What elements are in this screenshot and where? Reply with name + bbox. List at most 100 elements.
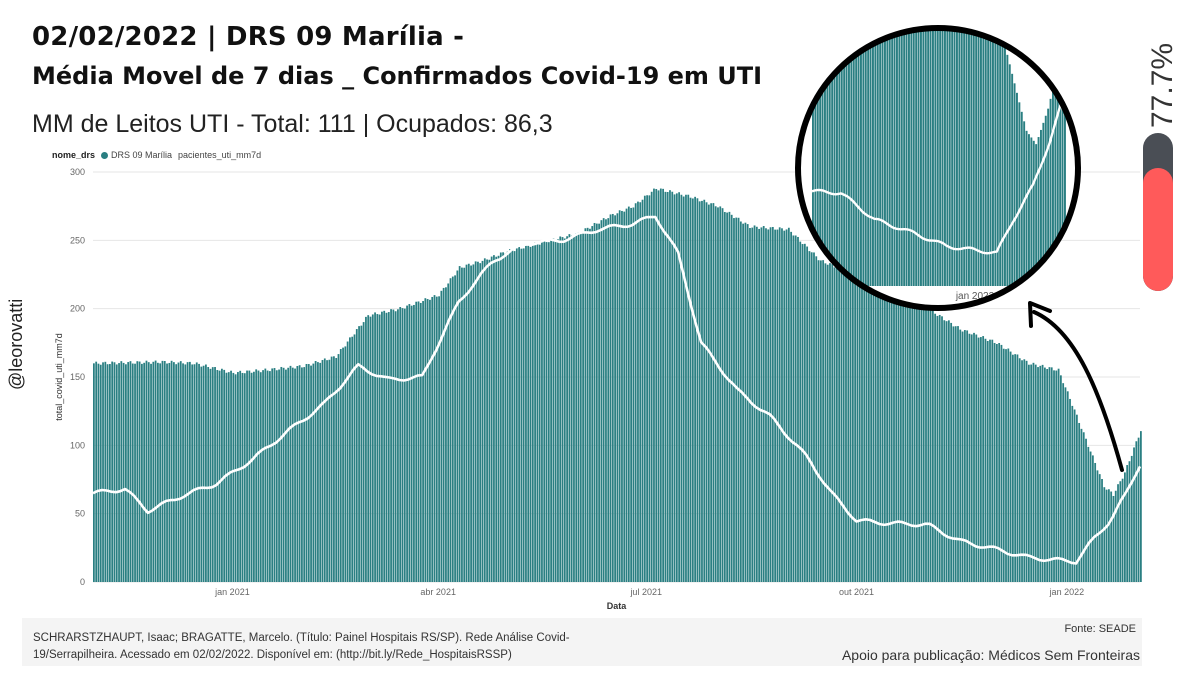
bar (710, 203, 713, 582)
bar (984, 338, 987, 582)
bar (435, 296, 438, 582)
inset-bar (1052, 89, 1054, 286)
bar (161, 360, 164, 582)
bar (639, 202, 642, 582)
bar (234, 374, 237, 582)
inset-bar (881, 30, 884, 286)
bar (609, 214, 612, 583)
inset-bar (980, 30, 982, 286)
bar (166, 363, 168, 582)
bar (826, 264, 829, 582)
bar (232, 372, 235, 582)
bar (278, 369, 280, 582)
bar (742, 223, 745, 582)
bar (920, 305, 923, 582)
bar (568, 234, 571, 582)
bar (259, 372, 262, 582)
y-tick-label: 0 (80, 577, 85, 587)
inset-bar (946, 30, 949, 286)
bar (968, 333, 971, 582)
bar (1000, 344, 1003, 582)
inset-bar (953, 30, 956, 286)
inset-bar (1059, 59, 1062, 286)
bar (319, 362, 322, 582)
bar (739, 221, 742, 582)
bar (239, 370, 242, 582)
bar (703, 199, 706, 582)
bar (403, 308, 406, 582)
bar (1087, 446, 1090, 582)
bar (1128, 461, 1131, 582)
bar (1091, 455, 1094, 582)
bar (787, 227, 790, 582)
x-tick-label: jan 2022 (1049, 587, 1085, 597)
bar (474, 261, 477, 582)
bar (243, 373, 246, 582)
bar (586, 227, 589, 582)
bar (205, 364, 207, 582)
bar (1066, 391, 1069, 582)
inset-group: jan 2022 (800, 30, 1076, 306)
bar (559, 236, 562, 582)
bar (401, 308, 404, 582)
bar (600, 220, 603, 582)
bar (614, 215, 616, 582)
inset-bar (843, 30, 846, 286)
bar (173, 362, 175, 582)
bar (774, 229, 777, 582)
inset-bar (908, 30, 910, 286)
occupancy-percent: 77.7% (1146, 42, 1179, 128)
bar (417, 301, 420, 582)
bar (835, 267, 838, 582)
bar (883, 287, 886, 582)
bar (515, 248, 518, 582)
inset-bar (1018, 102, 1021, 286)
bar (198, 363, 200, 582)
bar (1025, 360, 1028, 582)
bar (1032, 362, 1035, 582)
bar (419, 302, 422, 582)
inset-bar (1001, 35, 1004, 286)
bar (1135, 441, 1138, 582)
inset-bar (848, 30, 850, 286)
bar (566, 236, 568, 582)
bar (399, 307, 402, 582)
bar (1002, 348, 1005, 582)
bar (253, 371, 255, 582)
bar (1105, 489, 1108, 582)
bar (865, 277, 868, 582)
bar (682, 196, 685, 582)
support-text: Apoio para publicação: Médicos Sem Front… (841, 647, 1140, 663)
bar (675, 193, 678, 582)
inset-bar (874, 30, 877, 286)
bar (326, 360, 328, 582)
inset-bar (1037, 137, 1040, 286)
bar (273, 368, 276, 582)
bar (255, 369, 258, 582)
bar (1108, 489, 1110, 582)
bar (1126, 465, 1129, 582)
bar (397, 309, 399, 582)
bar (271, 368, 274, 582)
bar (209, 368, 212, 582)
inset-bar (838, 30, 841, 286)
inset-tick-label: jan 2022 (955, 291, 995, 302)
bar (744, 222, 747, 582)
bar (390, 309, 392, 582)
bar (447, 283, 450, 582)
bar (726, 212, 729, 582)
bar (1007, 348, 1010, 582)
bar (1018, 358, 1021, 582)
chart-subtitle: MM de Leitos UTI - Total: 111 | Ocupados… (32, 110, 553, 138)
bar (817, 260, 820, 582)
bar (184, 364, 187, 582)
bar (287, 367, 290, 582)
inset-bar (812, 30, 814, 286)
bar (118, 363, 120, 582)
bar (845, 270, 847, 582)
bar (1089, 451, 1092, 582)
bar (145, 360, 148, 582)
bar (943, 320, 946, 582)
bar (291, 367, 294, 582)
bar (518, 246, 520, 582)
